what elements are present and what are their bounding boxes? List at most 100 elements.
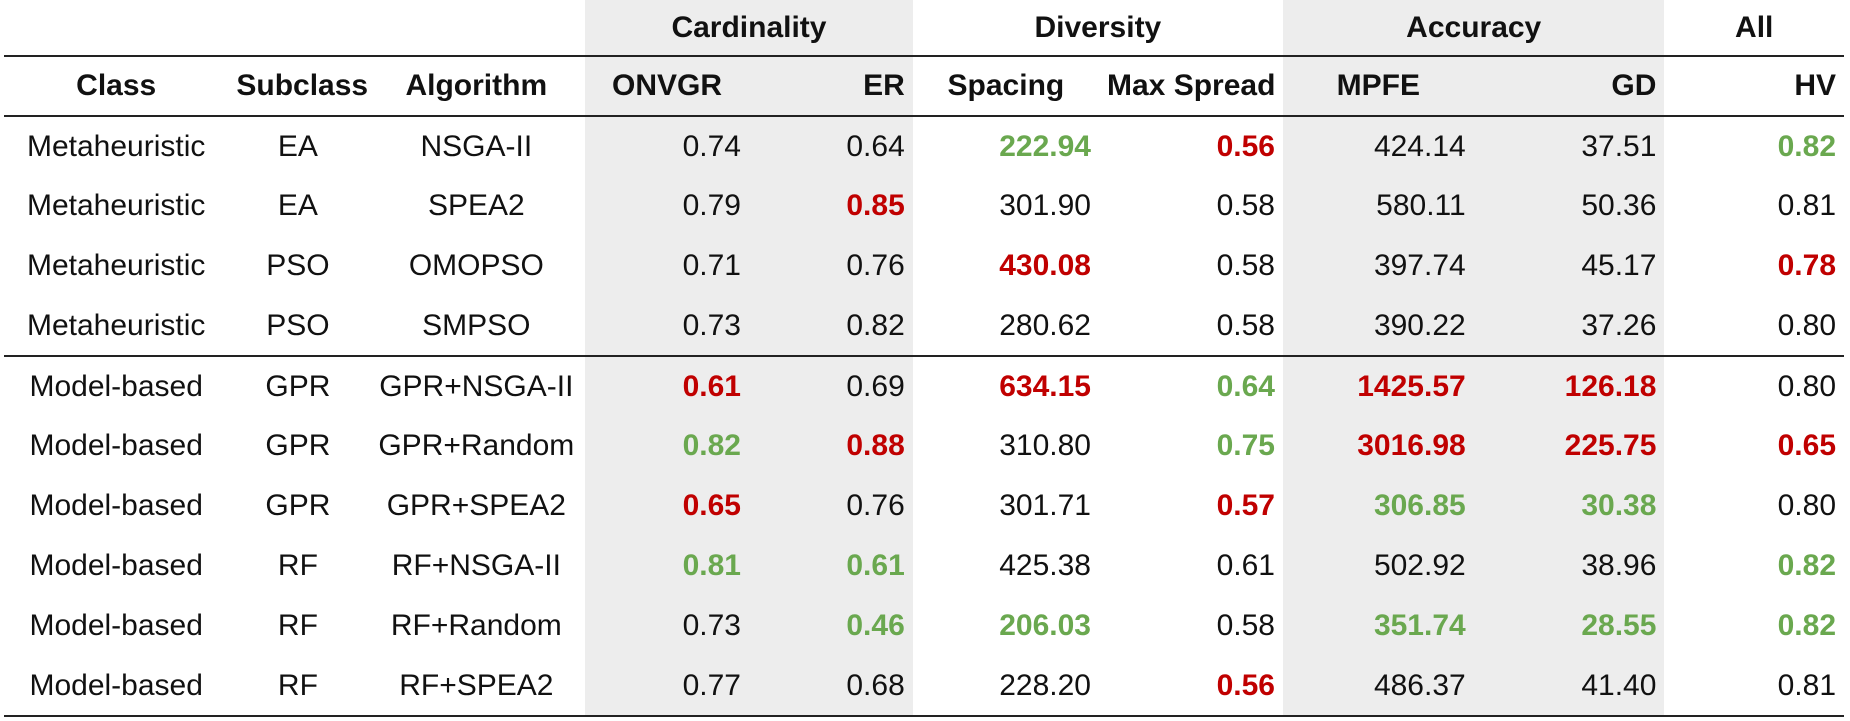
cell-algorithm: SMPSO <box>422 308 531 342</box>
cell-subclass: RF <box>228 656 368 717</box>
cell-class: Metaheuristic <box>26 249 206 282</box>
table-row: Metaheuristic PSO SMPSO 0.73 0.82 280.62 0.58 3… <box>4 296 1844 356</box>
cell-subclass: RF <box>277 549 318 582</box>
cell-algorithm: OMOPSO <box>408 249 544 282</box>
cell-gd: 126.18 <box>1473 355 1665 416</box>
cell-hv: 0.80 <box>1664 355 1844 416</box>
cell-gd: 28.55 <box>1473 596 1665 656</box>
cell-gd: 38.96 <box>1473 536 1665 596</box>
cell-algorithm: GPR+NSGA-II <box>367 355 586 416</box>
cell-algorithm: RF+Random <box>390 609 562 642</box>
column-header-mpfe: MPFE <box>1282 55 1474 117</box>
cell-mpfe: 486.37 <box>1282 656 1474 717</box>
cell-algorithm: RF+NSGA-II <box>391 549 561 582</box>
cell-class: Metaheuristic <box>26 308 206 342</box>
cell-er: 0.85 <box>748 176 913 236</box>
column-header-hv: HV <box>1664 55 1844 117</box>
cell-max-spread: 0.56 <box>1099 656 1283 717</box>
cell-max-spread: 0.58 <box>1216 249 1275 282</box>
cell-gd: 30.38 <box>1473 476 1665 536</box>
cell-hv: 0.82 <box>1777 609 1836 642</box>
cell-onvgr: 0.71 <box>585 236 749 296</box>
cell-er: 0.68 <box>748 656 913 717</box>
cell-hv: 0.81 <box>1664 656 1844 717</box>
cell-class: Model-based <box>29 549 203 582</box>
cell-gd: 225.75 <box>1473 416 1665 476</box>
cell-spacing: 425.38 <box>999 549 1091 582</box>
cell-spacing: 634.15 <box>912 355 1099 416</box>
group-header-blank <box>4 0 585 56</box>
cell-subclass: GPR <box>265 429 331 462</box>
cell-spacing: 301.90 <box>999 189 1091 222</box>
table-row: Model-based RF RF+Random 0.73 0.46 206.03 0.58… <box>4 596 1844 656</box>
cell-hv: 0.82 <box>1777 129 1836 163</box>
column-header-onvgr: ONVGR <box>585 55 749 117</box>
cell-onvgr: 0.74 <box>585 116 749 176</box>
cell-mpfe: 502.92 <box>1282 536 1474 596</box>
cell-onvgr: 0.79 <box>585 176 749 236</box>
cell-max-spread: 0.56 <box>1216 129 1275 163</box>
cell-mpfe: 1425.57 <box>1282 355 1474 416</box>
cell-max-spread: 0.64 <box>1099 355 1283 416</box>
column-header-spacing: Spacing <box>912 55 1099 117</box>
cell-spacing: 222.94 <box>999 129 1091 163</box>
group-header-row: Cardinality Diversity Accuracy All <box>4 0 1844 56</box>
group-header-accuracy: Accuracy <box>1282 0 1665 56</box>
table-row: Model-based GPR GPR+SPEA2 0.65 0.76 301.71 0.5… <box>4 476 1844 536</box>
table-row: Metaheuristic PSO OMOPSO 0.71 0.76 430.08 0.58… <box>4 236 1844 296</box>
cell-er: 0.61 <box>748 536 913 596</box>
cell-mpfe: 390.22 <box>1282 296 1474 356</box>
cell-onvgr: 0.73 <box>585 596 749 656</box>
cell-mpfe: 424.14 <box>1282 116 1474 176</box>
cell-max-spread: 0.75 <box>1216 429 1275 462</box>
table-row: Model-based GPR GPR+Random 0.82 0.88 310.80 0.… <box>4 416 1844 476</box>
cell-subclass: EA <box>277 189 318 222</box>
cell-hv: 0.80 <box>1777 308 1836 342</box>
cell-mpfe: 306.85 <box>1282 476 1474 536</box>
cell-subclass: GPR <box>228 355 368 416</box>
cell-class: Model-based <box>4 355 229 416</box>
cell-gd: 50.36 <box>1473 176 1665 236</box>
group-header-cardinality: Cardinality <box>585 0 913 56</box>
cell-onvgr: 0.82 <box>585 416 749 476</box>
cell-er: 0.69 <box>748 355 913 416</box>
cell-er: 0.76 <box>748 236 913 296</box>
cell-mpfe: 397.74 <box>1282 236 1474 296</box>
cell-er: 0.64 <box>748 116 913 176</box>
group-header-all: All <box>1735 10 1774 44</box>
cell-gd: 37.51 <box>1473 116 1665 176</box>
cell-class: Model-based <box>4 656 229 717</box>
table-row: Model-based RF RF+SPEA2 0.77 0.68 228.20 0.56 4… <box>4 656 1844 717</box>
cell-algorithm: GPR+SPEA2 <box>386 489 566 522</box>
cell-er: 0.82 <box>748 296 913 356</box>
cell-mpfe: 580.11 <box>1282 176 1474 236</box>
cell-max-spread: 0.57 <box>1216 489 1275 522</box>
cell-onvgr: 0.65 <box>585 476 749 536</box>
column-header-gd: GD <box>1473 55 1665 117</box>
cell-class: Model-based <box>29 489 203 522</box>
cell-subclass: PSO <box>266 308 330 342</box>
column-header-subclass: Subclass <box>228 55 368 117</box>
cell-onvgr: 0.61 <box>585 355 749 416</box>
column-header-row: Class Subclass Algorithm ONVGR ER Spacin… <box>4 55 1844 117</box>
cell-er: 0.46 <box>748 596 913 656</box>
cell-gd: 37.26 <box>1473 296 1665 356</box>
cell-onvgr: 0.81 <box>585 536 749 596</box>
cell-algorithm: SPEA2 <box>427 189 525 222</box>
cell-subclass: EA <box>277 129 318 163</box>
cell-subclass: PSO <box>266 249 330 282</box>
column-header-max-spread: Max Spread <box>1099 55 1283 117</box>
cell-hv: 0.78 <box>1777 249 1836 282</box>
cell-max-spread: 0.58 <box>1216 189 1275 222</box>
cell-algorithm: NSGA-II <box>420 129 533 163</box>
table-body: Metaheuristic EA NSGA-II 0.74 0.64 222.94 0.56… <box>4 116 1844 717</box>
cell-subclass: GPR <box>265 489 331 522</box>
cell-onvgr: 0.73 <box>585 296 749 356</box>
results-table: Cardinality Diversity Accuracy All Class… <box>4 0 1844 717</box>
cell-mpfe: 351.74 <box>1282 596 1474 656</box>
cell-mpfe: 3016.98 <box>1282 416 1474 476</box>
cell-spacing: 430.08 <box>999 249 1091 282</box>
cell-hv: 0.81 <box>1777 189 1836 222</box>
cell-spacing: 310.80 <box>999 429 1091 462</box>
cell-gd: 41.40 <box>1473 656 1665 717</box>
